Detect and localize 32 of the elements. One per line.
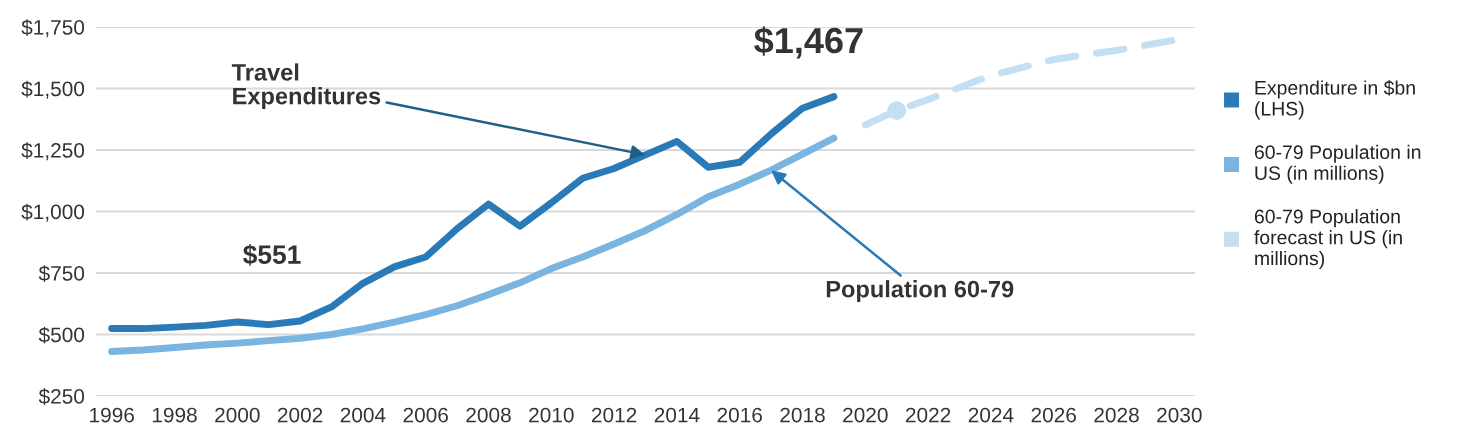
legend-label: 60-79 Population in US (in millions)	[1254, 144, 1421, 184]
x-tick-label: 2030	[1157, 407, 1202, 423]
x-tick-label: 2022	[905, 407, 951, 423]
y-tick-label: $750	[38, 265, 85, 282]
y-tick-label: $250	[38, 388, 85, 405]
x-tick-label: 2020	[843, 407, 888, 423]
x-tick-label: 2010	[529, 407, 574, 423]
x-tick-label: 2008	[466, 407, 511, 423]
annotation: Population 60-79	[826, 280, 1014, 303]
x-tick-label: 2000	[215, 407, 260, 423]
x-tick-label: 2012	[591, 407, 637, 423]
x-tick-label: 1996	[90, 407, 134, 423]
x-tick-label: 2002	[277, 407, 323, 423]
y-tick-label: $1,750	[21, 19, 85, 38]
x-tick-label: 2014	[654, 407, 700, 423]
annotation: Travel Expenditures	[231, 63, 381, 110]
y-tick-label: $500	[38, 326, 85, 344]
y-tick-label: $1,500	[21, 80, 85, 99]
x-tick-label: 2006	[403, 407, 448, 423]
x-tick-label: 2028	[1094, 407, 1139, 423]
x-tick-label: 2024	[968, 407, 1014, 423]
annotation: $1,467	[754, 26, 863, 59]
annotation: $551	[243, 244, 301, 266]
legend-label: 60-79 Population forecast in US (in millions)	[1254, 209, 1402, 270]
y-tick-label: $1,000	[21, 203, 85, 222]
x-tick-label: 2018	[780, 407, 825, 423]
legend-label: Expenditure in $bn (LHS)	[1255, 80, 1415, 120]
x-tick-label: 2016	[717, 407, 762, 423]
x-tick-label: 2026	[1031, 407, 1076, 423]
x-tick-label: 2004	[340, 407, 386, 423]
y-tick-label: $1,250	[21, 142, 85, 161]
x-tick-label: 1998	[152, 407, 197, 423]
